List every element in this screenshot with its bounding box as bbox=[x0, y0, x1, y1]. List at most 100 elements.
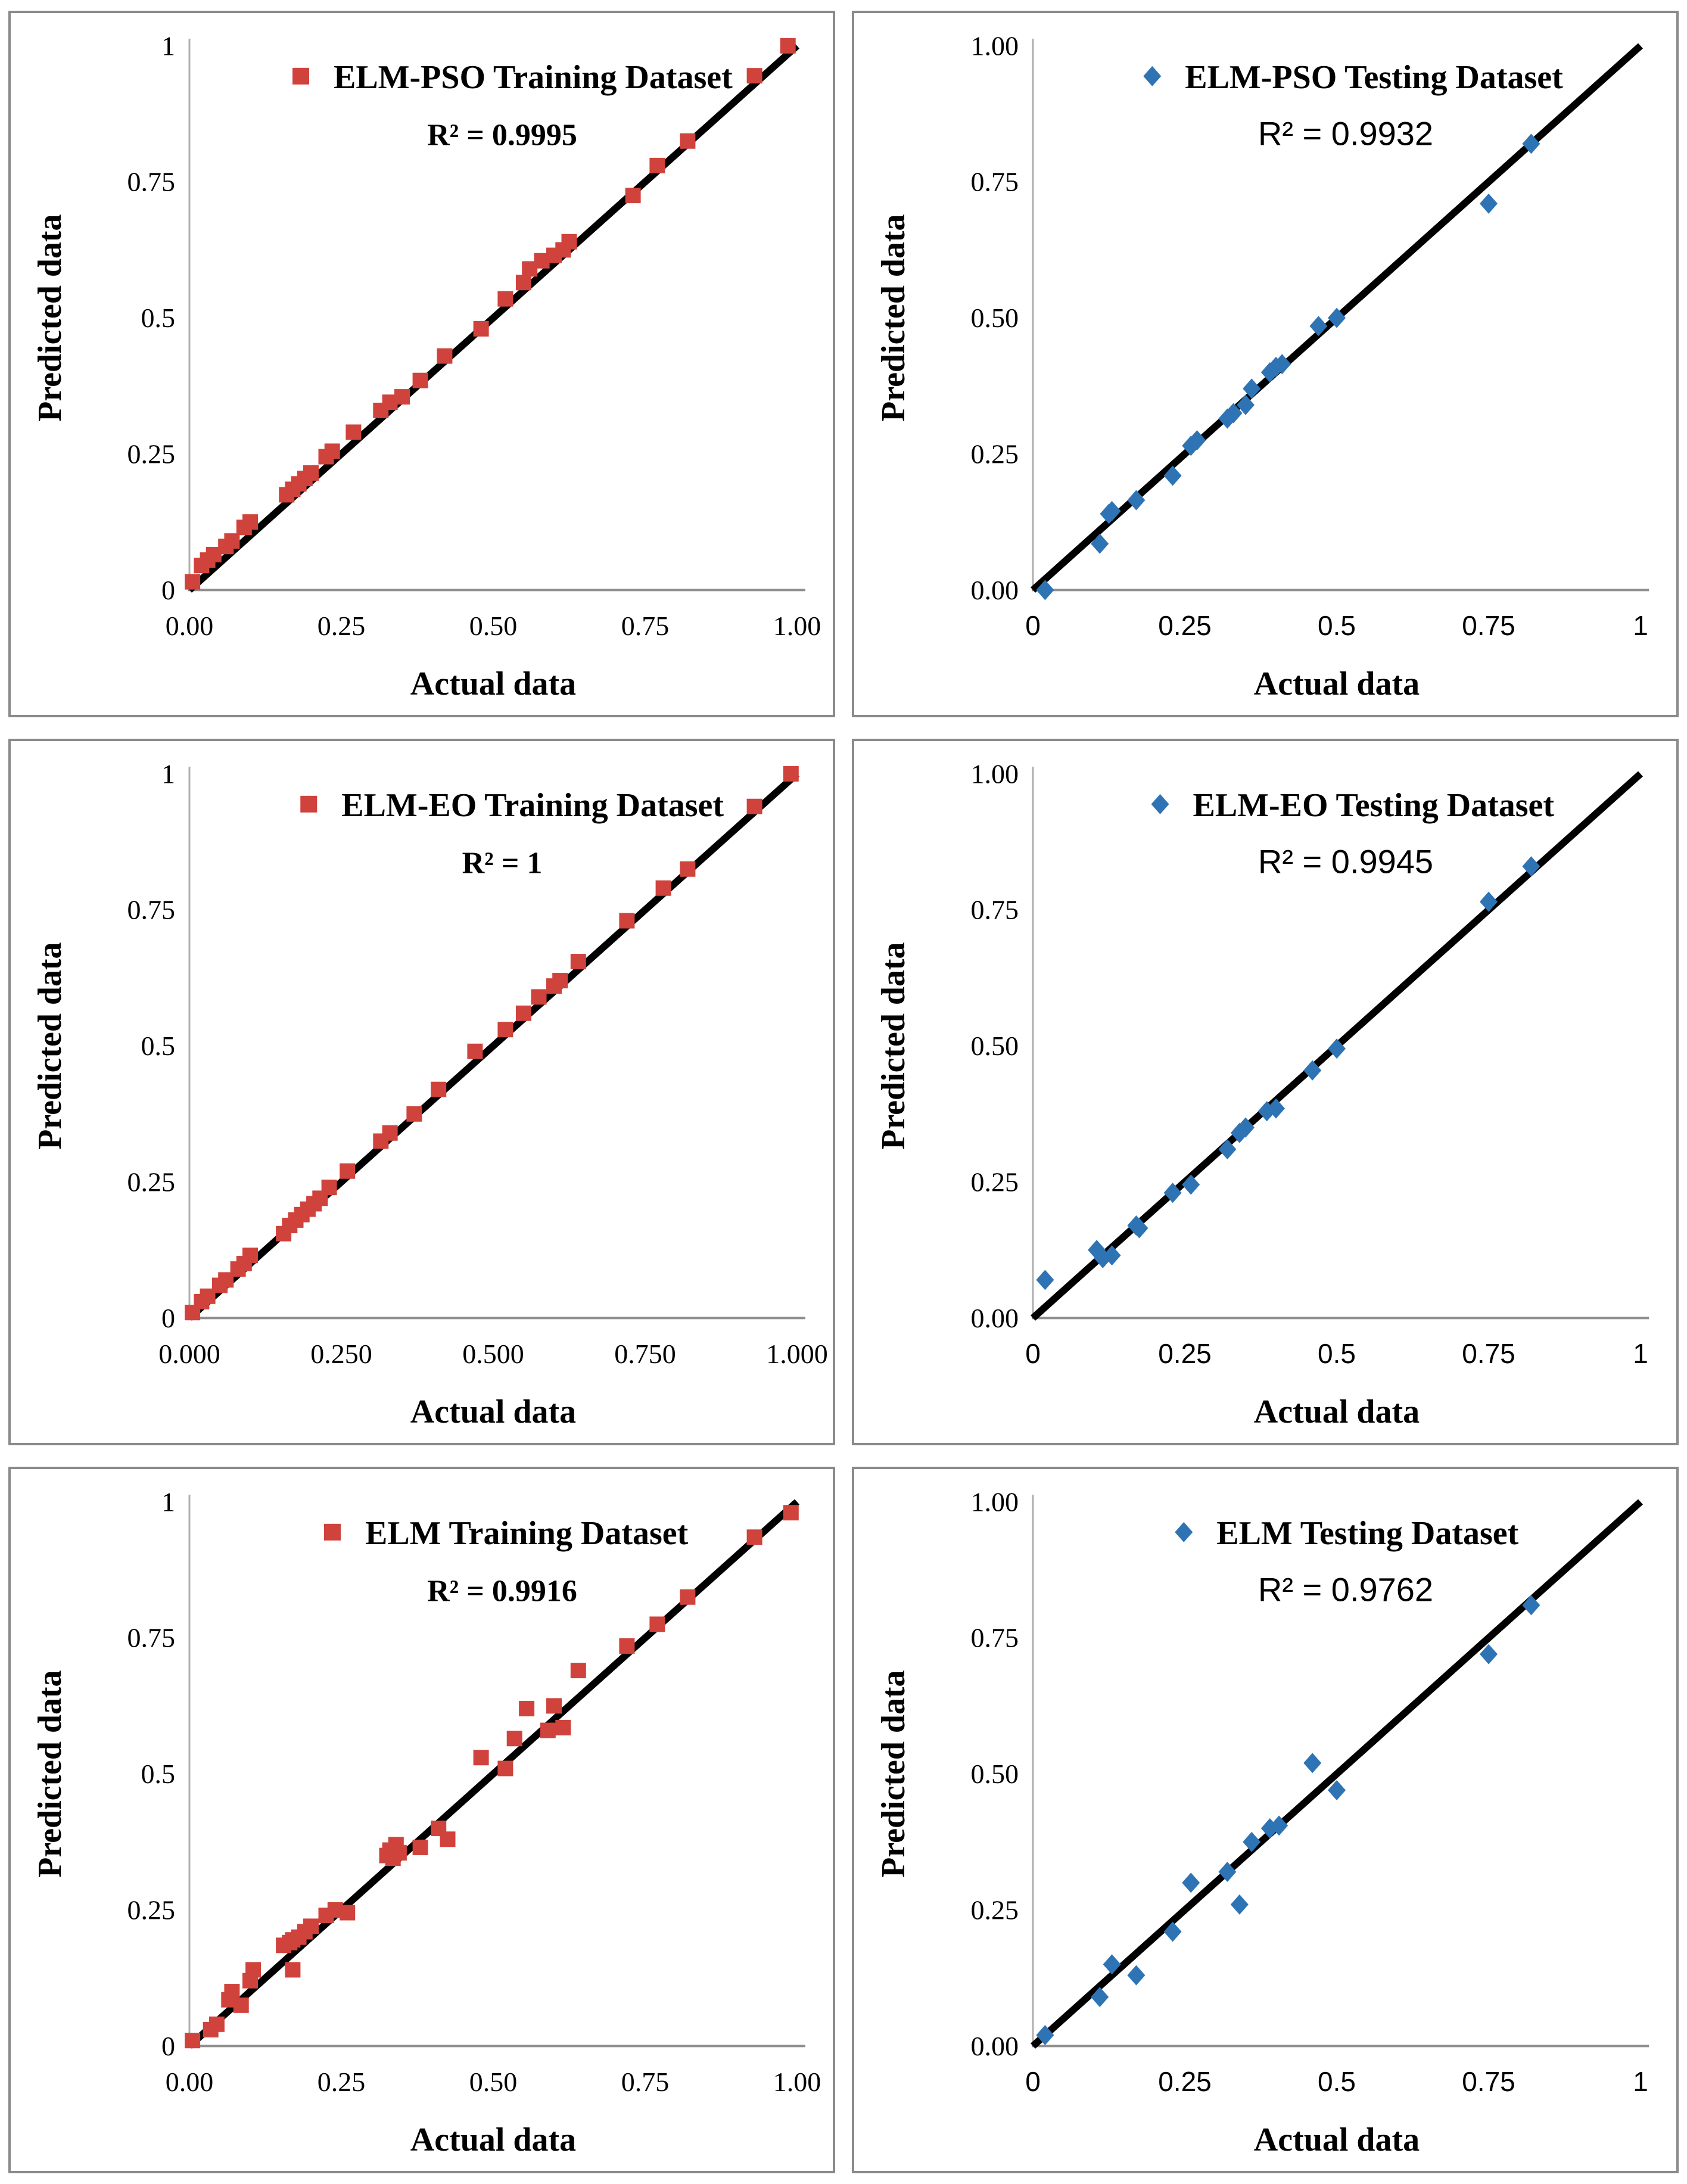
legend-label: ELM Testing Dataset bbox=[1216, 1515, 1518, 1552]
r-squared-label: R² = 0.9932 bbox=[1258, 115, 1433, 153]
data-point bbox=[1127, 1965, 1146, 1986]
data-point bbox=[516, 1005, 531, 1021]
y-tick-label: 0.75 bbox=[127, 167, 175, 197]
scatter-chart-elm-pso-testing: 0.00 0.25 0.50 0.75 1.00 0 0.25 0.5 0.75 1 Actual … bbox=[875, 30, 1649, 702]
axes bbox=[188, 38, 805, 592]
data-point bbox=[224, 533, 240, 549]
data-point bbox=[412, 372, 428, 388]
x-tick-label: 0.5 bbox=[1318, 610, 1356, 641]
x-tick-label: 0 bbox=[1025, 2066, 1041, 2097]
y-tick-label: 1 bbox=[161, 758, 175, 789]
data-point bbox=[649, 1616, 665, 1632]
r-squared-label: R² = 0.9916 bbox=[427, 1575, 577, 1609]
y-tick-labels: 0.00 0.25 0.50 0.75 1.00 bbox=[971, 1486, 1019, 2061]
y-axis-title: Predicted data bbox=[875, 1670, 912, 1877]
data-point bbox=[1230, 1122, 1249, 1143]
scatter-chart-elm-eo-testing: 0.00 0.25 0.50 0.75 1.00 0 0.25 0.5 0.75 1 Actual … bbox=[875, 758, 1649, 1430]
x-tick-label: 0.25 bbox=[318, 611, 365, 641]
x-tick-label: 0.25 bbox=[318, 2067, 365, 2097]
data-point bbox=[1480, 891, 1498, 912]
x-axis-title: Actual data bbox=[1254, 665, 1420, 702]
legend-label: ELM-PSO Testing Dataset bbox=[1185, 59, 1563, 96]
data-point bbox=[570, 1663, 586, 1679]
x-tick-label: 0 bbox=[1025, 610, 1041, 641]
data-point bbox=[233, 1997, 249, 2013]
data-point bbox=[570, 954, 586, 970]
y-tick-label: 0.75 bbox=[971, 1623, 1019, 1653]
legend-marker-icon bbox=[1143, 66, 1162, 86]
scatter-points bbox=[1036, 1595, 1540, 2046]
data-point bbox=[321, 1180, 337, 1196]
chart-panel-elm-testing: 0.00 0.25 0.50 0.75 1.00 0 0.25 0.5 0.75 1 Actual … bbox=[852, 1467, 1679, 2173]
x-tick-label: 1 bbox=[1633, 2066, 1648, 2097]
x-tick-label: 0.750 bbox=[614, 1339, 676, 1369]
data-point bbox=[431, 1081, 447, 1097]
data-point bbox=[1163, 1183, 1182, 1203]
data-point bbox=[1103, 500, 1121, 521]
y-tick-label: 0.00 bbox=[971, 575, 1019, 605]
data-point bbox=[619, 913, 635, 929]
x-axis-title: Actual data bbox=[410, 1393, 576, 1430]
x-tick-label: 0.50 bbox=[469, 2067, 517, 2097]
y-tick-label: 0.50 bbox=[971, 1031, 1019, 1061]
data-point bbox=[1522, 133, 1540, 154]
data-point bbox=[746, 798, 762, 814]
data-point bbox=[391, 1845, 407, 1861]
data-point bbox=[1243, 1831, 1261, 1852]
x-tick-label: 1 bbox=[1633, 610, 1648, 641]
x-tick-labels: 0 0.25 0.5 0.75 1 bbox=[1025, 610, 1648, 641]
scatter-points bbox=[185, 38, 796, 590]
data-point bbox=[555, 1720, 571, 1735]
grid-cell-elm-testing: 0.00 0.25 0.50 0.75 1.00 0 0.25 0.5 0.75 1 Actual … bbox=[844, 1456, 1687, 2184]
data-point bbox=[497, 1760, 513, 1777]
data-point bbox=[242, 514, 258, 530]
x-axis-title: Actual data bbox=[1254, 2121, 1420, 2158]
x-tick-label: 0.00 bbox=[166, 2067, 213, 2097]
data-point bbox=[437, 348, 453, 364]
y-tick-label: 0.75 bbox=[127, 895, 175, 925]
data-point bbox=[552, 973, 568, 988]
data-point bbox=[516, 275, 531, 291]
x-tick-label: 1 bbox=[1633, 1338, 1648, 1369]
x-tick-label: 0.25 bbox=[1158, 610, 1212, 641]
r-squared-label: R² = 0.9762 bbox=[1258, 1571, 1433, 1609]
y-tick-label: 1.00 bbox=[971, 30, 1019, 61]
data-point bbox=[245, 1962, 262, 1978]
x-tick-label: 0.000 bbox=[158, 1339, 220, 1369]
y-tick-labels: 0 0.25 0.5 0.75 1 bbox=[127, 30, 175, 605]
data-point bbox=[1036, 1270, 1054, 1290]
data-point bbox=[546, 1698, 562, 1714]
grid-cell-elm-pso-testing: 0.00 0.25 0.50 0.75 1.00 0 0.25 0.5 0.75 1 Actual … bbox=[844, 0, 1687, 728]
y-tick-label: 0 bbox=[161, 2031, 175, 2061]
grid-cell-elm-pso-training: 0 0.25 0.5 0.75 1 0.00 0.25 0.50 0.75 1.00 Actual … bbox=[0, 0, 844, 728]
x-tick-label: 0.25 bbox=[1158, 2066, 1212, 2097]
scatter-chart-elm-testing: 0.00 0.25 0.50 0.75 1.00 0 0.25 0.5 0.75 1 Actual … bbox=[875, 1486, 1649, 2158]
x-tick-labels: 0 0.25 0.5 0.75 1 bbox=[1025, 2066, 1648, 2097]
x-tick-labels: 0.00 0.25 0.50 0.75 1.00 bbox=[166, 611, 821, 641]
data-point bbox=[497, 291, 513, 307]
y-axis-title: Predicted data bbox=[875, 942, 912, 1149]
data-point bbox=[680, 133, 696, 149]
legend: ELM-EO Training Dataset bbox=[300, 787, 724, 824]
y-tick-label: 0.5 bbox=[141, 1031, 175, 1061]
legend-marker-icon bbox=[1151, 794, 1169, 814]
y-tick-label: 1 bbox=[161, 30, 175, 61]
data-point bbox=[1237, 394, 1255, 415]
legend-marker-icon bbox=[1175, 1522, 1193, 1542]
y-tick-label: 0.5 bbox=[141, 303, 175, 333]
y-tick-label: 0.25 bbox=[127, 439, 175, 469]
axes bbox=[1032, 1494, 1649, 2048]
data-point bbox=[649, 157, 665, 173]
y-tick-label: 0.25 bbox=[971, 1895, 1019, 1925]
data-point bbox=[1036, 2025, 1054, 2046]
data-point bbox=[506, 1731, 522, 1747]
data-point bbox=[1328, 1038, 1346, 1059]
data-point bbox=[1103, 1954, 1121, 1975]
data-point bbox=[440, 1831, 456, 1847]
data-point bbox=[185, 574, 201, 590]
data-point bbox=[1260, 362, 1279, 382]
legend-marker-icon bbox=[292, 67, 309, 85]
y-tick-labels: 0 0.25 0.5 0.75 1 bbox=[127, 758, 175, 1333]
y-tick-labels: 0.00 0.25 0.50 0.75 1.00 bbox=[971, 30, 1019, 605]
data-point bbox=[1130, 1218, 1148, 1239]
